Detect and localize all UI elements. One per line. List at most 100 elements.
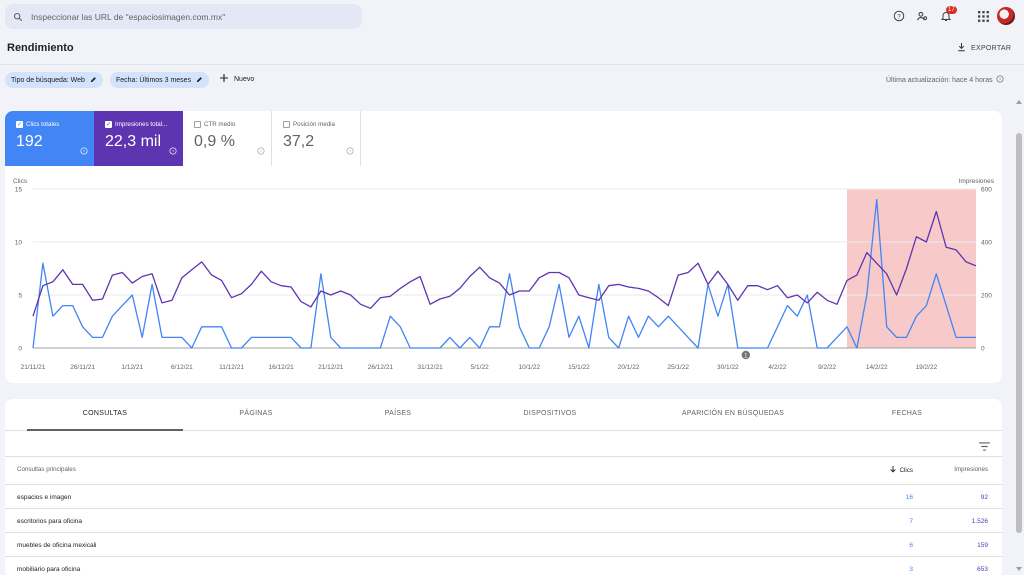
help-icon[interactable]: ?: [257, 142, 265, 160]
query-cell: muebles de oficina mexicali: [17, 542, 97, 549]
top-bar: ? 17: [0, 0, 1024, 34]
x-tick-label: 21/12/21: [318, 364, 344, 371]
title-row: Rendimiento EXPORTAR: [0, 34, 1024, 65]
table-row[interactable]: muebles de oficina mexicali 6 159: [5, 533, 1002, 557]
metric-label: Impresiones total...: [115, 121, 168, 128]
column-header-impressions[interactable]: Impresiones: [954, 466, 988, 473]
last-updated: Última actualización: hace 4 horas ?: [886, 75, 1004, 85]
filter-chip-date[interactable]: Fecha: Últimos 3 meses: [110, 72, 210, 88]
column-header-clicks[interactable]: Clics: [889, 466, 913, 475]
help-icon[interactable]: ?: [80, 142, 88, 160]
tab-pages[interactable]: PÁGINAS: [239, 410, 273, 417]
export-button[interactable]: EXPORTAR: [957, 42, 1011, 54]
svg-text:?: ?: [260, 149, 263, 154]
y-axis-title-left: Clics: [13, 178, 28, 185]
search-icon: [5, 12, 31, 22]
checkbox-unchecked[interactable]: [194, 121, 201, 128]
bell-icon[interactable]: 17: [938, 6, 957, 24]
metric-value: 37,2: [283, 133, 315, 150]
y-tick-label-right: 400: [981, 240, 992, 247]
tab-search-appearance[interactable]: APARICIÓN EN BÚSQUEDAS: [681, 410, 785, 417]
x-tick-label: 9/2/22: [818, 364, 836, 371]
table-row[interactable]: escritorios para oficina 7 1.526: [5, 509, 1002, 533]
metric-total-clicks[interactable]: ✓ Clics totales 192 ?: [5, 111, 94, 166]
x-tick-label: 4/2/22: [768, 364, 786, 371]
x-tick-label: 19/2/22: [916, 364, 938, 371]
impressions-line: [32, 210, 977, 317]
tab-countries[interactable]: PAÍSES: [384, 410, 412, 417]
y-tick-label-right: 200: [981, 293, 992, 300]
new-filter-button[interactable]: Nuevo: [220, 74, 254, 84]
table-filter-row: [5, 431, 1002, 457]
tab-dates[interactable]: FECHAS: [891, 410, 923, 417]
metric-label: CTR medio: [204, 121, 236, 128]
svg-text:?: ?: [897, 14, 901, 20]
column-header-query[interactable]: Consultas principales: [17, 466, 76, 473]
y-tick-label-left: 0: [18, 346, 22, 353]
plus-icon: [220, 74, 228, 84]
clicks-cell: 3: [909, 566, 913, 573]
metric-total-impressions[interactable]: ✓ Impresiones total... 22,3 mil ?: [94, 111, 183, 166]
table-row[interactable]: mobiliario para oficina 3 653: [5, 557, 1002, 575]
svg-text:?: ?: [999, 77, 1002, 82]
clicks-line: [32, 198, 976, 349]
metric-value: 192: [16, 133, 43, 150]
page-scrollbar[interactable]: [1014, 97, 1024, 575]
tab-queries[interactable]: CONSULTAS: [82, 410, 128, 417]
apps-icon[interactable]: [975, 8, 991, 24]
scrollbar-thumb[interactable]: [1016, 133, 1022, 533]
report-tabs: CONSULTAS PÁGINAS PAÍSES DISPOSITIVOS AP…: [5, 399, 1002, 431]
query-cell: mobiliario para oficina: [17, 566, 81, 573]
highlight-region: [846, 189, 976, 348]
url-inspection-search[interactable]: [5, 4, 362, 29]
scroll-up-icon[interactable]: [1016, 100, 1022, 104]
annotation-marker: [741, 350, 751, 360]
users-icon[interactable]: [914, 8, 930, 24]
pencil-icon: [196, 76, 203, 85]
clicks-cell: 7: [909, 518, 913, 525]
y-tick-label-left: 10: [15, 240, 23, 247]
metric-average-ctr[interactable]: CTR medio 0,9 % ?: [183, 111, 272, 166]
checkbox-checked[interactable]: ✓: [105, 121, 112, 128]
last-updated-text: Última actualización: hace 4 horas: [886, 76, 993, 84]
query-cell: espacios e imagen: [17, 494, 72, 501]
help-icon[interactable]: ?: [891, 8, 907, 24]
help-icon[interactable]: ?: [996, 75, 1004, 85]
download-icon: [957, 42, 966, 54]
clicks-cell: 16: [905, 494, 913, 501]
checkbox-checked[interactable]: ✓: [16, 121, 23, 128]
y-tick-label-right: 0: [981, 346, 985, 353]
metric-average-position[interactable]: Posición media 37,2 ?: [272, 111, 361, 166]
y-tick-label-right: 600: [981, 187, 992, 194]
help-icon[interactable]: ?: [169, 142, 177, 160]
filter-icon[interactable]: [979, 438, 990, 456]
filter-chip-search-type[interactable]: Tipo de búsqueda: Web: [5, 72, 103, 88]
x-tick-label: 30/1/22: [717, 364, 739, 371]
avatar[interactable]: [997, 7, 1015, 25]
svg-text:?: ?: [172, 149, 175, 154]
x-tick-label: 14/2/22: [866, 364, 888, 371]
x-tick-label: 21/11/21: [21, 364, 46, 371]
new-filter-label: Nuevo: [234, 75, 255, 83]
chip-label: Tipo de búsqueda: Web: [11, 76, 85, 84]
table-row[interactable]: espacios e imagen 16 92: [5, 485, 1002, 509]
pencil-icon: [90, 76, 97, 85]
x-tick-label: 11/12/21: [219, 364, 244, 371]
svg-text:?: ?: [349, 149, 352, 154]
page-title: Rendimiento: [7, 42, 74, 54]
x-tick-label: 10/1/22: [518, 364, 540, 371]
active-tab-indicator: [27, 429, 183, 431]
column-header-clicks-label: Clics: [899, 467, 913, 474]
clicks-cell: 6: [909, 542, 913, 549]
metric-label: Posición media: [293, 121, 335, 128]
performance-chart[interactable]: Clics Impresiones 15 10 5 0 600 400 200 0 21/11/21…: [5, 169, 1002, 379]
y-tick-label-left: 15: [15, 187, 23, 194]
search-input[interactable]: [31, 11, 331, 22]
annotation-label: 1: [744, 353, 748, 359]
report-table-card: CONSULTAS PÁGINAS PAÍSES DISPOSITIVOS AP…: [5, 399, 1002, 575]
help-icon[interactable]: ?: [346, 142, 354, 160]
filter-bar: Tipo de búsqueda: Web Fecha: Últimos 3 m…: [0, 66, 1024, 94]
checkbox-unchecked[interactable]: [283, 121, 290, 128]
scroll-down-icon[interactable]: [1016, 567, 1022, 571]
tab-devices[interactable]: DISPOSITIVOS: [523, 410, 577, 417]
